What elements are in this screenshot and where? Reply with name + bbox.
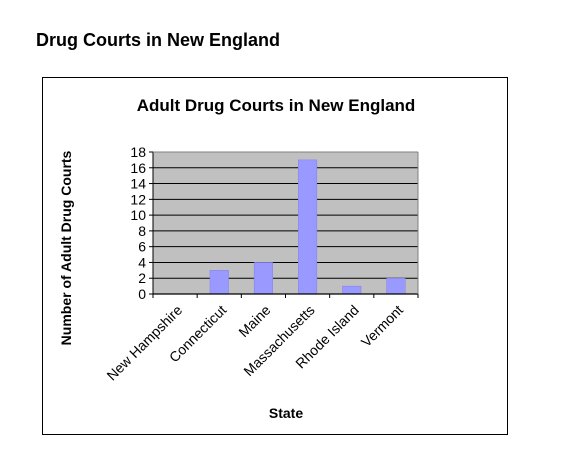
- bar-maine: [253, 262, 273, 295]
- y-tick-label: 14: [130, 176, 146, 192]
- x-tick-label: Vermont: [358, 302, 406, 350]
- y-tick-label: 2: [138, 270, 146, 286]
- y-axis-label: Number of Adult Drug Courts: [58, 150, 74, 345]
- x-tick-label: Maine: [235, 302, 273, 340]
- y-tick-label: 0: [138, 286, 146, 302]
- y-tick-label: 12: [130, 191, 146, 207]
- y-tick-label: 18: [130, 144, 146, 160]
- plot-background: [153, 152, 418, 294]
- chart-title: Adult Drug Courts in New England: [137, 96, 416, 115]
- bar-vermont: [386, 277, 406, 295]
- y-tick-label: 4: [138, 254, 146, 270]
- chart-frame: Adult Drug Courts in New England Number …: [42, 77, 508, 435]
- bar-chart: Adult Drug Courts in New England Number …: [58, 96, 419, 421]
- bar-rhode-island: [342, 285, 362, 295]
- page-heading: Drug Courts in New England: [36, 30, 281, 50]
- bar-connecticut: [209, 270, 229, 295]
- y-tick-label: 6: [138, 239, 146, 255]
- y-tick-label: 16: [130, 160, 146, 176]
- y-tick-label: 8: [138, 223, 146, 239]
- x-axis-label: State: [269, 405, 303, 421]
- bar-massachusetts: [298, 159, 318, 295]
- x-tick-label: New Hampshire: [103, 302, 185, 384]
- y-tick-label: 10: [130, 207, 146, 223]
